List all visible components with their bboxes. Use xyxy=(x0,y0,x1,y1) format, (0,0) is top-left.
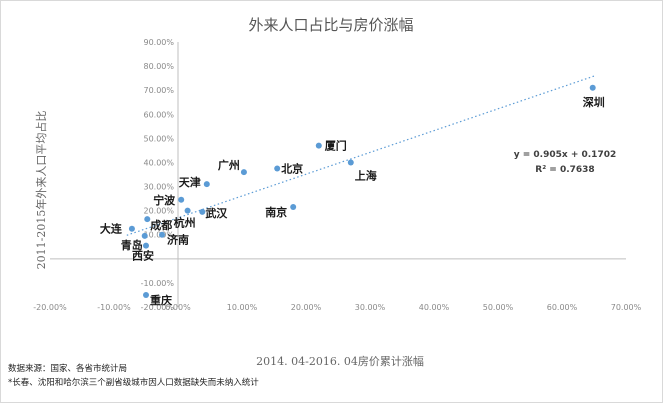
point-label: 青岛 xyxy=(121,238,143,252)
data-point xyxy=(274,165,281,172)
data-point xyxy=(315,142,322,149)
x-tick-label: 0.00% xyxy=(165,303,191,312)
point-label: 大连 xyxy=(100,222,123,236)
x-tick-label: -10.00% xyxy=(97,303,131,312)
point-label: 重庆 xyxy=(150,293,172,307)
data-point xyxy=(159,231,165,238)
source-note: 数据来源：国家、各省市统计局 xyxy=(8,363,127,374)
y-tick-label: 40.00% xyxy=(143,158,174,167)
y-tick-label: 30.00% xyxy=(143,183,174,192)
y-axis-title: 2011-2015年外来人口平均占比 xyxy=(34,111,48,270)
x-tick-label: 50.00% xyxy=(483,303,514,312)
point-label: 天津 xyxy=(179,175,201,189)
y-tick-label: -20.00% xyxy=(141,303,175,312)
point-label: 厦门 xyxy=(325,139,347,153)
data-point xyxy=(199,208,206,215)
y-tick-label: 20.00% xyxy=(143,207,174,216)
data-points xyxy=(128,84,596,298)
data-point xyxy=(184,207,191,214)
y-tick-label: 90.00% xyxy=(143,38,174,47)
x-tick-label: 60.00% xyxy=(547,303,578,312)
x-tick-label: 10.00% xyxy=(227,303,258,312)
data-point xyxy=(143,291,149,298)
y-tick-label: 60.00% xyxy=(143,110,174,119)
data-point xyxy=(290,204,297,211)
data-point xyxy=(143,242,149,249)
x-tick-label: 70.00% xyxy=(611,303,642,312)
y-tick-label: 70.00% xyxy=(143,86,174,95)
x-tick-label: -20.00% xyxy=(33,303,67,312)
point-label: 济南 xyxy=(167,233,189,247)
x-tick-label: 20.00% xyxy=(291,303,322,312)
point-label: 杭州 xyxy=(174,216,196,230)
y-tick-label: 50.00% xyxy=(143,134,174,143)
axes: -20.00% -10.00% 0.00% 10.00% 20.00% 30.00% 40.… xyxy=(33,38,641,312)
point-label: 深圳 xyxy=(583,95,605,109)
point-label: 西安 xyxy=(132,249,154,263)
y-tick-label: 80.00% xyxy=(143,62,174,71)
y-tick-label: 10.00% xyxy=(143,231,174,240)
trendline-equation: y = 0.905x + 0.1702 xyxy=(514,150,617,160)
chart-title: 外来人口占比与房价涨幅 xyxy=(248,16,413,34)
data-point xyxy=(128,225,135,232)
x-axis-title: 2014. 04-2016. 04房价累计涨幅 xyxy=(256,355,424,368)
point-label: 武汉 xyxy=(205,206,228,220)
point-label: 北京 xyxy=(281,161,303,175)
footnote: *长春、沈阳和哈尔滨三个副省级城市因人口数据缺失而未纳入统计 xyxy=(8,377,259,388)
data-point xyxy=(240,169,247,176)
point-label: 成都 xyxy=(150,218,172,232)
data-point xyxy=(178,196,185,203)
data-point xyxy=(347,159,354,166)
point-label: 广州 xyxy=(218,158,240,172)
data-point xyxy=(589,84,596,91)
point-label: 宁波 xyxy=(153,193,176,207)
y-tick-label: -10.00% xyxy=(141,279,175,288)
data-point xyxy=(144,216,151,223)
x-tick-label: 30.00% xyxy=(355,303,386,312)
trendline-r2: R² = 0.7638 xyxy=(535,165,594,175)
x-tick-label: 40.00% xyxy=(419,303,450,312)
point-label: 上海 xyxy=(355,168,377,182)
data-point xyxy=(203,181,210,188)
data-point xyxy=(141,232,148,239)
point-label: 南京 xyxy=(265,205,287,219)
